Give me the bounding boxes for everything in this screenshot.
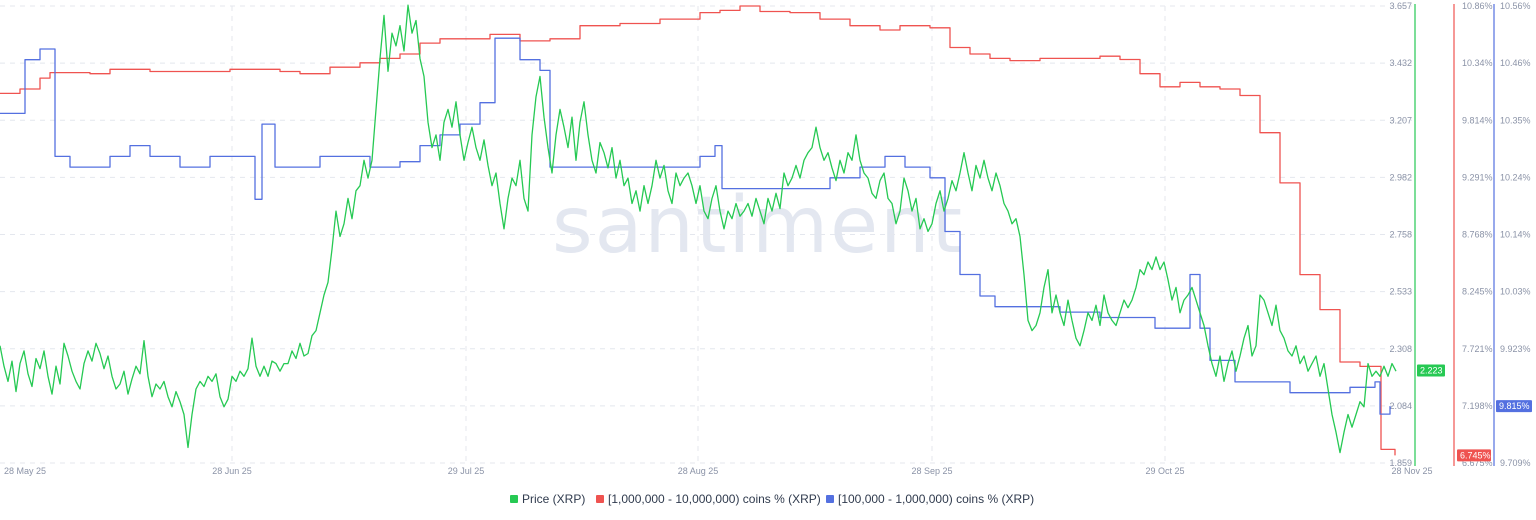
- holders_100k_1m-tick-label: 10.46%: [1500, 58, 1531, 68]
- y-axes: 3.657 3.432 3.207 2.982 2.758 2.533 2.308 2.084…: [1389, 1, 1530, 468]
- holders_100k_1m-tick-label: 9.709%: [1500, 458, 1531, 468]
- legend-label: [100,000 - 1,000,000) coins % (XRP): [838, 492, 1034, 506]
- legend-swatch: [510, 495, 518, 503]
- x-axis-ticks: 28 May 25 28 Jun 25 29 Jul 25 28 Aug 25 28 S…: [4, 466, 1433, 476]
- legend-item-price[interactable]: Price (XRP): [510, 492, 585, 506]
- holders_100k_1m-tick-label: 9.923%: [1500, 344, 1531, 354]
- x-tick-label: 28 Aug 25: [678, 466, 719, 476]
- price-tick-label: 2.084: [1389, 401, 1412, 411]
- holders_100k_1m-current-badge: 9.815%: [1496, 400, 1532, 413]
- legend-item-holders_100k_1m[interactable]: [100,000 - 1,000,000) coins % (XRP): [826, 492, 1034, 506]
- whales_1m_10m-current-badge: 6.745%: [1457, 449, 1491, 462]
- whales_1m_10m-tick-label: 10.34%: [1462, 58, 1493, 68]
- price-tick-label: 2.758: [1389, 230, 1412, 240]
- price-tick-label: 3.657: [1389, 1, 1412, 11]
- x-tick-label: 29 Oct 25: [1145, 466, 1184, 476]
- price-current-value: 2.223: [1420, 365, 1443, 375]
- price-current-badge: 2.223: [1417, 364, 1445, 377]
- legend-label: Price (XRP): [522, 492, 585, 506]
- legend[interactable]: Price (XRP) [1,000,000 - 10,000,000) coin…: [510, 492, 1034, 506]
- whales_1m_10m-tick-label: 9.814%: [1462, 115, 1493, 125]
- series-line-price: [0, 4, 1397, 454]
- watermark: santiment: [552, 181, 964, 271]
- series-line-holders_100k_1m: [0, 37, 1391, 415]
- whales_1m_10m-tick-label: 7.198%: [1462, 401, 1493, 411]
- current-value-badges: 2.223 6.745% 9.815%: [1417, 364, 1532, 462]
- x-tick-label: 29 Jul 25: [448, 466, 485, 476]
- legend-label: [1,000,000 - 10,000,000) coins % (XRP): [608, 492, 821, 506]
- whales_1m_10m-tick-label: 8.245%: [1462, 287, 1493, 297]
- price-tick-label: 2.533: [1389, 287, 1412, 297]
- holders_100k_1m-tick-label: 10.56%: [1500, 1, 1531, 11]
- legend-swatch: [596, 495, 604, 503]
- whales_1m_10m-tick-label: 8.768%: [1462, 230, 1493, 240]
- whales_1m_10m-tick-label: 9.291%: [1462, 172, 1493, 182]
- holders_100k_1m-current-value: 9.815%: [1499, 401, 1530, 411]
- price-tick-label: 3.207: [1389, 115, 1412, 125]
- x-tick-label: 28 Nov 25: [1391, 466, 1432, 476]
- holders_100k_1m-tick-label: 10.14%: [1500, 230, 1531, 240]
- holders_100k_1m-tick-label: 10.35%: [1500, 115, 1531, 125]
- legend-item-whales_1m_10m[interactable]: [1,000,000 - 10,000,000) coins % (XRP): [596, 492, 821, 506]
- x-tick-label: 28 Sep 25: [911, 466, 952, 476]
- grid-lines: [0, 5, 1412, 464]
- holders_100k_1m-tick-label: 10.03%: [1500, 287, 1531, 297]
- whales_1m_10m-current-value: 6.745%: [1460, 450, 1491, 460]
- legend-swatch: [826, 495, 834, 503]
- price-tick-label: 3.432: [1389, 58, 1412, 68]
- holders_100k_1m-tick-label: 10.24%: [1500, 172, 1531, 182]
- price-tick-label: 2.982: [1389, 172, 1412, 182]
- x-tick-label: 28 May 25: [4, 466, 46, 476]
- whales_1m_10m-tick-label: 10.86%: [1462, 1, 1493, 11]
- price-tick-label: 2.308: [1389, 344, 1412, 354]
- series-lines: [0, 4, 1397, 456]
- price-tick-label: 1.859: [1389, 458, 1412, 468]
- whales_1m_10m-tick-label: 6.675%: [1462, 458, 1493, 468]
- whales_1m_10m-tick-label: 7.721%: [1462, 344, 1493, 354]
- x-tick-label: 28 Jun 25: [212, 466, 252, 476]
- series-line-whales_1m_10m: [0, 5, 1396, 456]
